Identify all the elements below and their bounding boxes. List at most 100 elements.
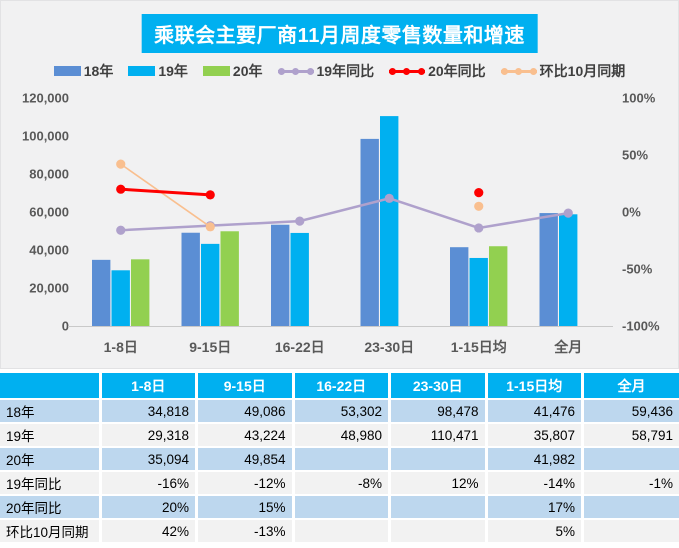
bar	[489, 246, 508, 326]
row-label-cell: 19年	[0, 423, 102, 448]
table-row: 19年 29,318 43,224 48,980 110,471 35,807 58,791	[0, 423, 679, 448]
legend-label: 环比10月同期	[539, 63, 626, 79]
table-cell: 41,982	[486, 447, 584, 472]
bar	[111, 270, 130, 326]
table-cell: -12%	[196, 471, 295, 496]
table-header-cell: 1-15日均	[486, 373, 584, 400]
table-row: 19年同比 -16% -12% -8% 12% -14% -1%	[0, 471, 679, 496]
data-point	[205, 190, 215, 200]
legend-item-0: 18年	[53, 61, 113, 81]
table-cell: 17%	[486, 495, 584, 520]
bar	[290, 232, 309, 326]
line-series-0	[116, 193, 573, 235]
table-cell: -14%	[486, 471, 584, 496]
table-cell: -8%	[293, 471, 391, 496]
table-cell: 59,436	[582, 399, 679, 424]
svg-text:120,000: 120,000	[22, 91, 69, 106]
legend-line-marker-icon	[389, 66, 426, 77]
table-cell: 5%	[486, 519, 584, 544]
row-label-cell: 18年	[0, 399, 102, 424]
table-header-cell: 1-8日	[100, 373, 198, 400]
chart-legend: 18年 19年 20年 19年同比 20年同比 环比10月同期	[1, 61, 678, 81]
bar	[201, 243, 220, 326]
svg-text:-100%: -100%	[622, 319, 660, 334]
line-series-2	[116, 159, 484, 232]
bar	[181, 232, 200, 326]
data-point	[205, 222, 215, 232]
data-table: 1-8日 9-15日 16-22日 23-30日 1-15日均 全月 18年 34,818 4…	[0, 373, 679, 544]
table-header-cell	[0, 373, 102, 400]
table-cell	[582, 495, 679, 520]
table-cell: 20%	[100, 495, 198, 520]
legend-item-2: 20年	[202, 61, 263, 81]
combo-chart: 0 20,000 40,000 60,000 80,000 100,000 120,000 -…	[22, 91, 660, 356]
table-cell: 58,791	[582, 423, 679, 448]
table-body: 18年 34,818 49,086 53,302 98,478 41,476 59,436 1…	[0, 399, 679, 544]
legend-label: 20年同比	[428, 63, 486, 79]
svg-text:0%: 0%	[622, 205, 641, 220]
bar-series-1	[111, 116, 578, 326]
legend-line-marker-icon	[277, 66, 314, 77]
table-cell	[582, 447, 679, 472]
table-header-cell: 23-30日	[389, 373, 488, 400]
table-cell: 53,302	[293, 399, 391, 424]
data-point	[563, 208, 573, 218]
bar	[469, 257, 488, 326]
legend-swatch-icon	[53, 66, 81, 76]
row-label-cell: 环比10月同期	[0, 519, 102, 544]
table-row: 20年 35,094 49,854 41,982	[0, 447, 679, 472]
svg-text:全月: 全月	[553, 339, 582, 355]
table-header-cell: 16-22日	[293, 373, 391, 400]
legend-label: 19年	[158, 63, 188, 79]
legend-item-1: 19年	[128, 61, 188, 81]
data-point	[295, 216, 305, 226]
table-cell: 42%	[100, 519, 198, 544]
bar-series-2	[131, 231, 508, 326]
legend-label: 20年	[232, 63, 263, 79]
row-label-cell: 20年同比	[0, 495, 102, 520]
chart-panel: 0 20,000 40,000 60,000 80,000 100,000 120,000 -…	[0, 0, 679, 369]
data-point	[474, 188, 484, 198]
table-row: 18年 34,818 49,086 53,302 98,478 41,476 59,436	[0, 399, 679, 424]
svg-text:1-15日均: 1-15日均	[451, 339, 507, 355]
svg-text:100%: 100%	[622, 91, 656, 106]
data-point	[384, 193, 394, 203]
table-cell: 98,478	[389, 399, 488, 424]
bar	[360, 138, 379, 326]
table-header: 1-8日 9-15日 16-22日 23-30日 1-15日均 全月	[0, 373, 679, 400]
table-row: 20年同比 20% 15% 17%	[0, 495, 679, 520]
table-cell	[389, 495, 488, 520]
bar	[92, 259, 111, 326]
svg-text:23-30日: 23-30日	[364, 339, 414, 355]
legend-item-5: 环比10月同期	[500, 61, 626, 81]
data-point	[474, 223, 484, 233]
table-cell: 12%	[389, 471, 488, 496]
data-point	[474, 201, 484, 211]
table-cell: 35,807	[486, 423, 584, 448]
bar	[539, 213, 558, 326]
data-point	[116, 159, 126, 169]
table-cell: 48,980	[293, 423, 391, 448]
table-row: 环比10月同期 42% -13% 5%	[0, 519, 679, 544]
row-label-cell: 19年同比	[0, 471, 102, 496]
table-header-row: 1-8日 9-15日 16-22日 23-30日 1-15日均 全月	[0, 373, 679, 400]
table-cell: 43,224	[196, 423, 295, 448]
bar	[450, 247, 469, 326]
data-point	[116, 184, 126, 194]
legend-swatch-icon	[202, 66, 230, 76]
svg-text:40,000: 40,000	[29, 243, 69, 258]
line-segment	[120, 187, 211, 197]
table-cell: -1%	[582, 471, 679, 496]
bar-series-0	[92, 138, 558, 326]
data-point	[116, 225, 126, 235]
svg-text:50%: 50%	[622, 148, 648, 163]
table-cell: 49,854	[196, 447, 295, 472]
bar	[220, 231, 239, 326]
bar	[271, 224, 290, 326]
right-axis-ticks: -100% -50% 0% 50% 100%	[622, 91, 660, 334]
table-cell: -13%	[196, 519, 295, 544]
bar	[131, 259, 150, 326]
table-cell	[389, 519, 488, 544]
svg-text:9-15日: 9-15日	[189, 339, 231, 355]
legend-label: 19年同比	[316, 63, 375, 79]
